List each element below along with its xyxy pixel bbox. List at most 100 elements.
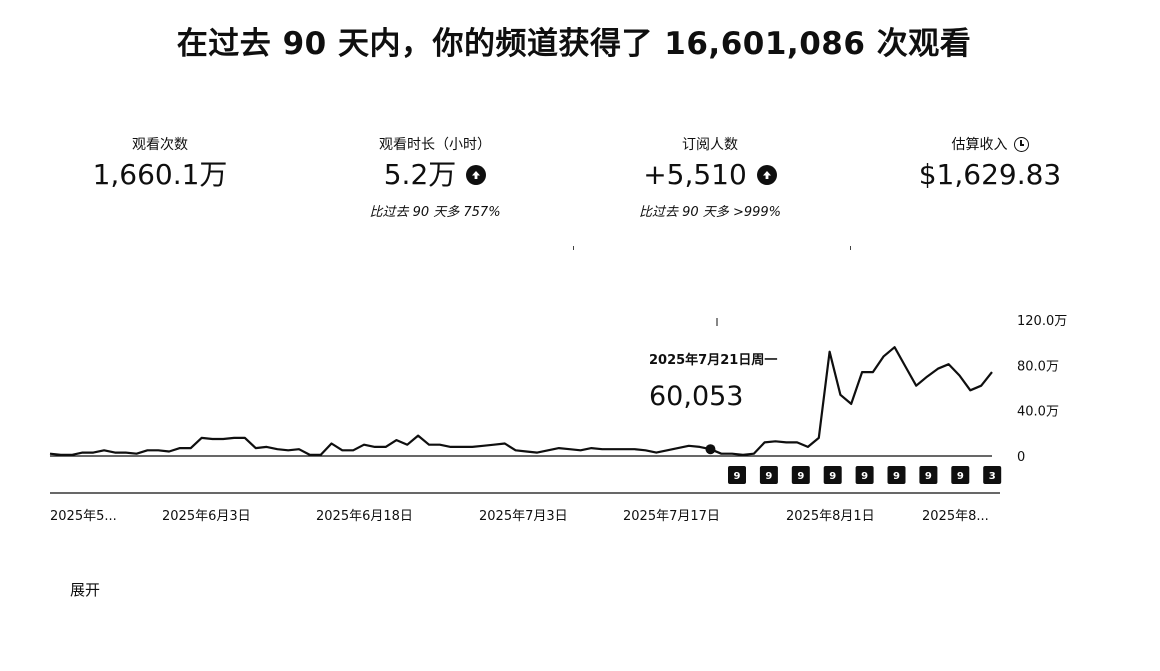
data-point[interactable] [600,447,604,451]
data-point[interactable] [860,370,864,374]
data-point[interactable] [48,452,52,456]
data-point[interactable] [828,350,832,354]
data-point[interactable] [535,451,539,455]
data-point[interactable] [330,442,334,446]
data-point[interactable] [459,445,463,449]
data-point[interactable] [914,384,918,388]
data-point[interactable] [470,445,474,449]
data-point[interactable] [449,445,453,449]
data-point[interactable] [773,439,777,443]
data-point[interactable] [752,452,756,456]
clock-icon[interactable] [1013,137,1029,152]
data-point[interactable] [275,447,279,451]
video-marker[interactable]: 9 [791,466,810,484]
metric-views[interactable]: 观看次数 1,660.1万 [60,135,260,193]
data-point[interactable] [416,434,420,438]
data-point[interactable] [319,453,323,457]
data-point[interactable] [394,438,398,442]
data-point[interactable] [156,448,160,452]
data-point[interactable] [232,436,236,440]
data-point[interactable] [893,345,897,349]
data-point[interactable] [297,447,301,451]
data-point[interactable] [676,446,680,450]
data-point[interactable] [698,445,702,449]
data-point[interactable] [221,437,225,441]
data-point[interactable] [91,451,95,455]
views-line-chart[interactable]: 120.0万 80.0万 40.0万 0 9 9 9 9 9 9 9 9 3 2025年5... 202… [0,300,1160,540]
data-point[interactable] [514,448,518,452]
data-point[interactable] [102,448,106,452]
data-point[interactable] [178,446,182,450]
data-point[interactable] [70,453,74,457]
video-marker[interactable]: 9 [759,466,778,484]
data-point[interactable] [589,446,593,450]
data-point[interactable] [524,449,528,453]
data-point[interactable] [990,370,994,374]
data-point[interactable] [654,451,658,455]
data-point[interactable] [200,436,204,440]
data-point[interactable] [817,436,821,440]
data-point[interactable] [568,447,572,451]
data-point[interactable] [405,443,409,447]
data-point[interactable] [979,384,983,388]
data-point[interactable] [124,451,128,455]
data-point[interactable] [243,436,247,440]
data-point[interactable] [806,445,810,449]
data-point[interactable] [265,445,269,449]
data-point[interactable] [622,447,626,451]
data-point[interactable] [59,453,63,457]
data-point[interactable] [730,452,734,456]
data-point[interactable] [492,443,496,447]
data-point[interactable] [308,453,312,457]
metric-revenue[interactable]: 估算收入 $1,629.83 [890,135,1090,193]
data-point[interactable] [438,443,442,447]
data-point[interactable] [611,447,615,451]
data-point[interactable] [254,446,258,450]
data-point[interactable] [665,448,669,452]
data-point[interactable] [763,440,767,444]
data-point[interactable] [784,440,788,444]
metric-watch-time[interactable]: 观看时长（小时） 5.2万 比过去 90 天多 757% [330,135,540,220]
data-point[interactable] [340,448,344,452]
video-marker[interactable]: 9 [887,466,906,484]
data-point[interactable] [936,367,940,371]
data-point[interactable] [384,445,388,449]
data-point[interactable] [925,375,929,379]
video-marker[interactable]: 3 [983,466,1002,484]
data-point[interactable] [167,449,171,453]
data-point[interactable] [362,443,366,447]
data-point[interactable] [871,370,875,374]
data-point[interactable] [719,452,723,456]
data-point[interactable] [849,402,853,406]
data-point[interactable] [947,362,951,366]
data-point[interactable] [557,446,561,450]
metric-subscribers[interactable]: 订阅人数 +5,510 比过去 90 天多 >999% [610,135,810,220]
data-point[interactable] [210,437,214,441]
data-point[interactable] [644,448,648,452]
video-marker[interactable]: 9 [728,466,746,484]
data-point[interactable] [838,393,842,397]
data-point[interactable] [546,448,550,452]
data-point[interactable] [481,444,485,448]
data-point[interactable] [903,364,907,368]
video-marker[interactable]: 9 [855,466,874,484]
video-marker[interactable]: 9 [951,466,970,484]
data-point[interactable] [968,388,972,392]
expand-button[interactable]: 展开 [70,581,101,599]
data-point[interactable] [373,445,377,449]
data-point[interactable] [427,443,431,447]
data-point[interactable] [286,448,290,452]
data-point[interactable] [189,446,193,450]
data-point[interactable] [145,448,149,452]
data-point[interactable] [351,448,355,452]
data-point[interactable] [633,447,637,451]
highlighted-data-point[interactable] [705,444,716,455]
data-point[interactable] [135,452,139,456]
data-point[interactable] [579,448,583,452]
data-point[interactable] [687,444,691,448]
data-point[interactable] [958,374,962,378]
data-point[interactable] [503,442,507,446]
video-marker[interactable]: 9 [919,466,938,484]
data-point[interactable] [741,453,745,457]
data-point[interactable] [795,440,799,444]
